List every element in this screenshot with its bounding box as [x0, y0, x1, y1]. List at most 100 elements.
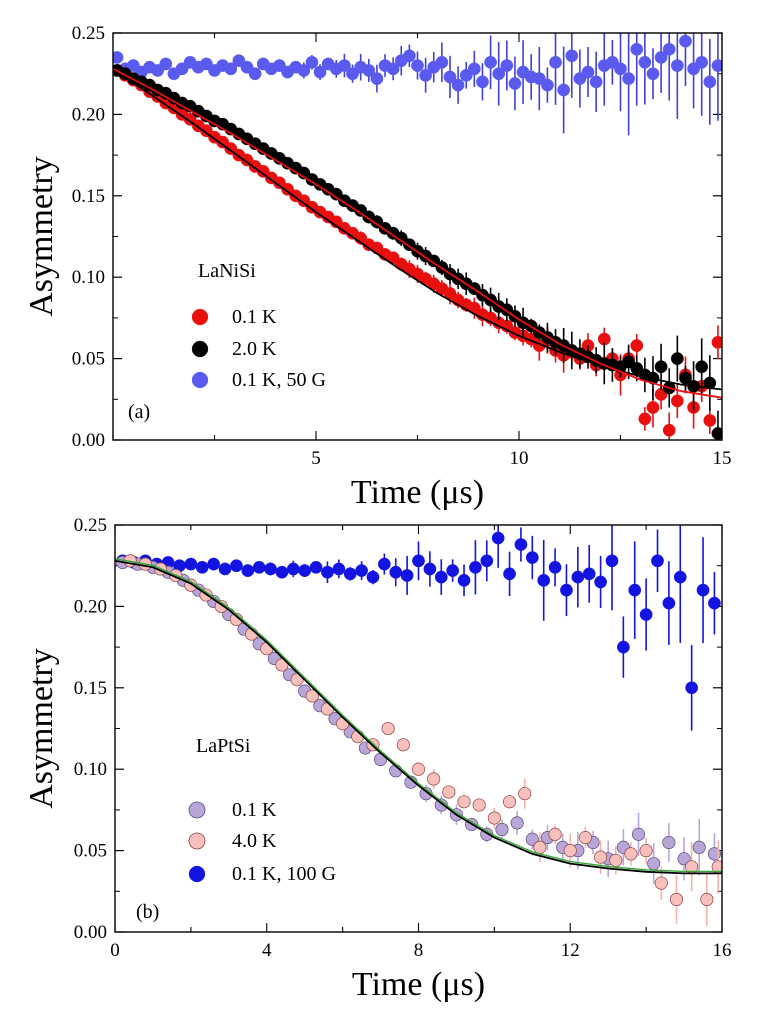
data-point — [703, 414, 717, 427]
data-point — [411, 59, 424, 72]
y-tick-label: 0.20 — [72, 104, 105, 125]
plot-frame — [114, 524, 723, 933]
data-point — [400, 569, 414, 582]
data-point — [638, 55, 652, 69]
data-point — [560, 583, 573, 597]
data-point — [389, 565, 403, 579]
data-point — [708, 596, 721, 610]
data-point — [557, 83, 571, 97]
data-point — [286, 562, 300, 576]
legend-label: 0.1 K, 100 G — [232, 863, 336, 885]
data-point — [338, 59, 351, 72]
data-point — [711, 335, 722, 349]
data-point — [628, 583, 642, 597]
chart-panel-a: 0.00 0.05 0.10 0.15 0.20 0.25 5 10 15 Time (μs) As… — [23, 23, 732, 511]
y-tick-label: 0.25 — [74, 515, 107, 536]
data-point — [662, 423, 676, 437]
data-point — [378, 557, 391, 571]
sample-label: LaNiSi — [198, 260, 256, 282]
data-point — [654, 51, 668, 64]
x-tick-label: 0 — [110, 940, 120, 961]
data-point — [508, 77, 522, 90]
data-point — [662, 835, 676, 850]
fit-line — [113, 68, 722, 399]
data-point — [565, 49, 579, 63]
data-point — [703, 75, 717, 89]
y-tick-label: 0.10 — [72, 267, 105, 288]
legend-label: 2.0 K — [232, 338, 277, 360]
legend-label: 0.1 K, 50 G — [232, 369, 326, 391]
data-point — [630, 42, 644, 56]
data-point — [355, 564, 368, 577]
data-point — [435, 55, 449, 69]
data-point — [510, 816, 524, 830]
data-point — [290, 673, 304, 687]
data-point — [252, 560, 266, 574]
data-point — [548, 827, 562, 841]
data-point — [589, 75, 603, 89]
data-point — [443, 70, 457, 84]
y-tick-label: 0.15 — [74, 678, 107, 699]
data-point — [537, 574, 551, 587]
plot-frame — [112, 32, 723, 441]
data-point — [514, 538, 528, 551]
y-tick-label: 0.25 — [72, 23, 105, 44]
data-point — [411, 762, 426, 776]
data-point — [669, 892, 684, 906]
legend-marker — [188, 801, 206, 819]
data-point — [298, 564, 312, 577]
legend-marker — [188, 832, 206, 850]
data-point — [419, 68, 432, 82]
data-point — [457, 574, 471, 587]
x-tick-label: 8 — [414, 940, 424, 961]
data-point — [518, 787, 532, 801]
data-point — [677, 852, 691, 866]
data-point — [321, 565, 334, 579]
data-point — [442, 785, 456, 799]
x-tick-label: 5 — [311, 448, 321, 469]
data-point — [305, 55, 319, 69]
data-point — [218, 562, 232, 576]
data-point — [495, 822, 509, 836]
panel-label: (b) — [136, 901, 159, 923]
fit-line-green — [115, 558, 722, 873]
data-point — [614, 62, 627, 76]
data-point — [469, 560, 482, 574]
data-point — [695, 360, 709, 374]
x-tick-label: 12 — [561, 940, 580, 961]
data-point — [700, 892, 714, 906]
data-point — [313, 65, 327, 79]
data-point — [484, 55, 497, 69]
series-2 — [113, 33, 722, 136]
data-point — [113, 51, 124, 64]
legend-marker — [188, 865, 206, 883]
data-point — [639, 844, 653, 858]
panel-label: (a) — [128, 401, 150, 423]
y-tick-label: 0.05 — [74, 841, 107, 862]
data-point — [343, 567, 357, 581]
x-tick-label: 16 — [713, 940, 732, 961]
data-point — [638, 412, 652, 426]
data-point — [624, 847, 638, 861]
data-point — [451, 78, 465, 92]
fit-line — [115, 559, 722, 875]
data-point — [571, 570, 585, 584]
x-axis-title: Time (μs) — [352, 966, 485, 1003]
legend-label: 4.0 K — [232, 830, 277, 852]
data-point — [662, 596, 676, 610]
data-point — [605, 554, 619, 568]
data-point — [275, 565, 289, 579]
data-point — [480, 554, 494, 568]
data-point — [467, 62, 481, 76]
data-point — [679, 34, 692, 48]
data-point — [696, 583, 710, 597]
data-point — [492, 67, 506, 81]
data-point — [370, 72, 384, 85]
series-1 — [123, 554, 722, 927]
data-point — [275, 658, 289, 672]
data-point — [264, 562, 277, 576]
data-point — [670, 394, 684, 408]
data-point — [622, 72, 635, 85]
data-point — [207, 557, 220, 571]
